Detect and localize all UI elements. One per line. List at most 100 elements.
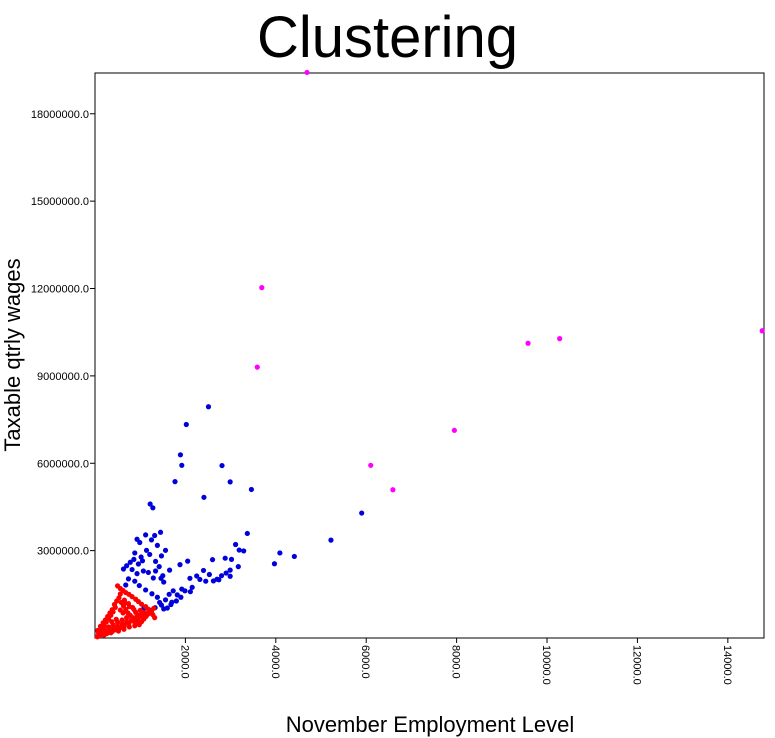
data-points [94, 69, 765, 640]
scatter-point-cluster-3 [97, 623, 104, 629]
scatter-point-cluster-2 [241, 548, 247, 554]
scatter-point-cluster-3 [131, 606, 137, 613]
scatter-point-cluster-3 [152, 615, 158, 621]
scatter-point-cluster-3 [105, 624, 112, 630]
scatter-point-cluster-3 [98, 630, 104, 636]
scatter-point-cluster-2 [143, 532, 149, 538]
y-tick-label: 18000000.0 [31, 109, 89, 121]
scatter-point-cluster-2 [124, 563, 130, 569]
scatter-point-cluster-2 [183, 421, 189, 428]
scatter-point-cluster-3 [133, 596, 139, 602]
y-tick-label: 3000000.0 [37, 546, 89, 558]
scatter-point-cluster-2 [185, 558, 191, 564]
scatter-point-cluster-2 [187, 589, 193, 595]
scatter-point-cluster-2 [135, 561, 141, 567]
scatter-point-cluster-3 [115, 628, 122, 634]
scatter-point-cluster-2 [227, 567, 233, 573]
scatter-point-cluster-2 [218, 573, 225, 579]
scatter-point-cluster-3 [122, 600, 128, 606]
y-tick-label: 6000000.0 [37, 458, 89, 470]
scatter-point-cluster-2 [158, 602, 165, 608]
scatter-point-cluster-1 [451, 427, 457, 433]
scatter-point-cluster-2 [209, 557, 216, 563]
scatter-point-cluster-3 [151, 605, 157, 611]
scatter-point-cluster-2 [232, 541, 239, 548]
scatter-point-cluster-2 [205, 404, 212, 410]
scatter-point-cluster-1 [254, 364, 260, 370]
scatter-point-cluster-2 [152, 558, 159, 565]
scatter-point-cluster-3 [109, 619, 115, 625]
x-tick-label: 4000.0 [269, 645, 281, 679]
scatter-point-cluster-3 [119, 617, 125, 623]
y-tick-label: 9000000.0 [37, 371, 89, 383]
x-axis-label: November Employment Level [285, 712, 575, 737]
plot-frame [94, 72, 765, 639]
scatter-point-cluster-3 [115, 583, 121, 589]
scatter-point-cluster-2 [132, 578, 138, 584]
x-tick-label: 10000.0 [540, 645, 552, 685]
scatter-point-cluster-2 [131, 556, 137, 562]
y-tick-label: 15000000.0 [31, 196, 89, 208]
scatter-point-cluster-2 [194, 573, 200, 579]
scatter-point-cluster-2 [236, 547, 242, 553]
scatter-point-cluster-3 [124, 615, 130, 621]
scatter-point-cluster-2 [162, 547, 169, 553]
scatter-point-cluster-2 [206, 571, 212, 578]
scatter-point-cluster-2 [164, 605, 170, 611]
scatter-point-cluster-1 [525, 340, 531, 346]
scatter-point-cluster-2 [156, 564, 162, 570]
scatter-point-cluster-2 [178, 594, 184, 600]
scatter-point-cluster-2 [134, 571, 140, 577]
y-tick-label: 12000000.0 [31, 284, 89, 296]
scatter-point-cluster-2 [147, 551, 153, 558]
scatter-point-cluster-3 [126, 603, 132, 610]
scatter-point-cluster-3 [135, 612, 141, 618]
scatter-point-cluster-2 [145, 569, 151, 576]
scatter-point-cluster-2 [244, 530, 250, 537]
scatter-point-cluster-2 [147, 501, 153, 507]
scatter-point-cluster-2 [140, 568, 146, 574]
scatter-point-cluster-2 [127, 559, 133, 565]
scatter-point-cluster-2 [359, 510, 365, 516]
scatter-point-cluster-2 [123, 582, 129, 588]
scatter-point-cluster-2 [158, 553, 165, 559]
scatter-point-cluster-1 [759, 328, 765, 334]
scatter-point-cluster-3 [113, 616, 119, 622]
scatter-point-cluster-2 [125, 576, 132, 582]
scatter-point-cluster-2 [228, 556, 235, 562]
scatter-point-cluster-2 [172, 479, 178, 485]
scatter-point-cluster-2 [248, 486, 255, 493]
scatter-point-cluster-2 [210, 578, 217, 584]
scatter-point-cluster-2 [235, 564, 241, 570]
scatter-point-cluster-2 [134, 536, 140, 542]
scatter-point-cluster-3 [126, 624, 132, 630]
scatter-point-cluster-2 [177, 452, 184, 458]
scatter-point-cluster-3 [116, 595, 122, 601]
scatter-point-cluster-2 [170, 588, 176, 594]
scatter-point-cluster-1 [304, 69, 310, 76]
scatter-point-cluster-2 [120, 566, 127, 572]
scatter-point-cluster-2 [271, 561, 278, 567]
scatter-point-cluster-2 [222, 555, 228, 561]
scatter-point-cluster-2 [166, 591, 172, 597]
scatter-point-cluster-2 [139, 558, 146, 564]
scatter-point-cluster-2 [227, 573, 233, 579]
scatter-point-cluster-3 [140, 609, 146, 615]
scatter-point-cluster-1 [390, 487, 396, 493]
scatter-point-cluster-2 [291, 553, 297, 560]
scatter-point-cluster-2 [203, 578, 209, 584]
scatter-point-cluster-2 [143, 587, 149, 593]
scatter-point-cluster-2 [129, 566, 135, 573]
scatter-point-cluster-2 [227, 479, 233, 485]
x-axis-ticks: 2000.0 4000.0 6000.0 8000.0 10000.0 12000.0 14… [178, 638, 733, 685]
scatter-point-cluster-3 [109, 628, 115, 635]
scatter-point-cluster-3 [101, 626, 107, 632]
scatter-point-cluster-2 [158, 575, 164, 581]
scatter-point-cluster-2 [277, 550, 283, 556]
y-axis-ticks: 3000000.0 6000000.0 9000000.0 12000000.0 150… [31, 109, 95, 558]
scatter-point-cluster-2 [150, 575, 156, 581]
scatter-point-cluster-2 [187, 575, 193, 581]
scatter-point-cluster-2 [149, 591, 155, 597]
scatter-point-cluster-2 [154, 542, 160, 548]
x-tick-label: 2000.0 [178, 645, 190, 679]
